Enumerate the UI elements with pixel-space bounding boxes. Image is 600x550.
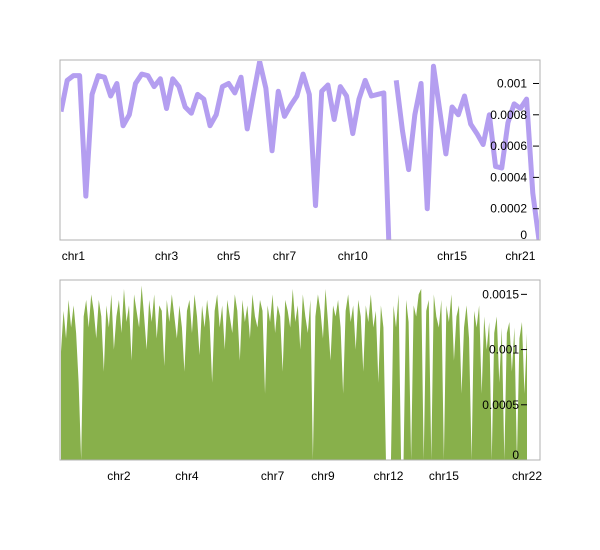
bottom-plot-area (61, 285, 527, 460)
bottom-ytick-label-0: 0 (512, 448, 519, 462)
bottom-plot-frame (59, 279, 541, 461)
bottom-ytick-label-3: 0.0015 (482, 287, 519, 301)
bottom-xtick-label-6: chr22 (512, 469, 542, 483)
top-xtick-label-1: chr3 (155, 249, 179, 263)
top-xtick-label-5: chr15 (437, 249, 467, 263)
bottom-chart-panel: 0 0.0005 0.001 0.0015 chr2 chr4 chr7 chr9 chr12 c… (59, 279, 542, 483)
bottom-xtick-label-0: chr2 (107, 469, 131, 483)
bottom-xtick-label-5: chr15 (429, 469, 459, 483)
top-ytick-label-1: 0.0002 (490, 202, 527, 216)
top-ytick-label-0: 0 (520, 228, 527, 242)
bottom-xtick-label-2: chr7 (261, 469, 285, 483)
bottom-xtick-label-1: chr4 (175, 469, 199, 483)
bottom-ytick-label-1: 0.0005 (482, 398, 519, 412)
top-xtick-label-6: chr21 (505, 249, 535, 263)
top-xtick-label-4: chr10 (338, 249, 368, 263)
top-series-line-segment-0 (61, 61, 392, 240)
top-ytick-label-3: 0.0006 (490, 139, 527, 153)
top-plot-frame (59, 59, 541, 241)
top-ytick-label-2: 0.0004 (490, 170, 527, 184)
bottom-ytick-label-2: 0.001 (489, 343, 519, 357)
top-ytick-label-4: 0.0008 (490, 108, 527, 122)
bottom-series-area (61, 285, 527, 460)
top-xtick-label-3: chr7 (273, 249, 297, 263)
bottom-xtick-label-3: chr9 (311, 469, 335, 483)
top-xtick-label-2: chr5 (217, 249, 241, 263)
bottom-xtick-label-4: chr12 (373, 469, 403, 483)
top-chart-panel: 0 0.0002 0.0004 0.0006 0.0008 0.001 chr1 chr3 ch… (59, 59, 541, 263)
top-xtick-label-0: chr1 (62, 249, 86, 263)
top-series-line-segment-1 (393, 63, 539, 240)
top-ytick-label-5: 0.001 (497, 76, 527, 90)
top-plot-area (61, 61, 539, 240)
